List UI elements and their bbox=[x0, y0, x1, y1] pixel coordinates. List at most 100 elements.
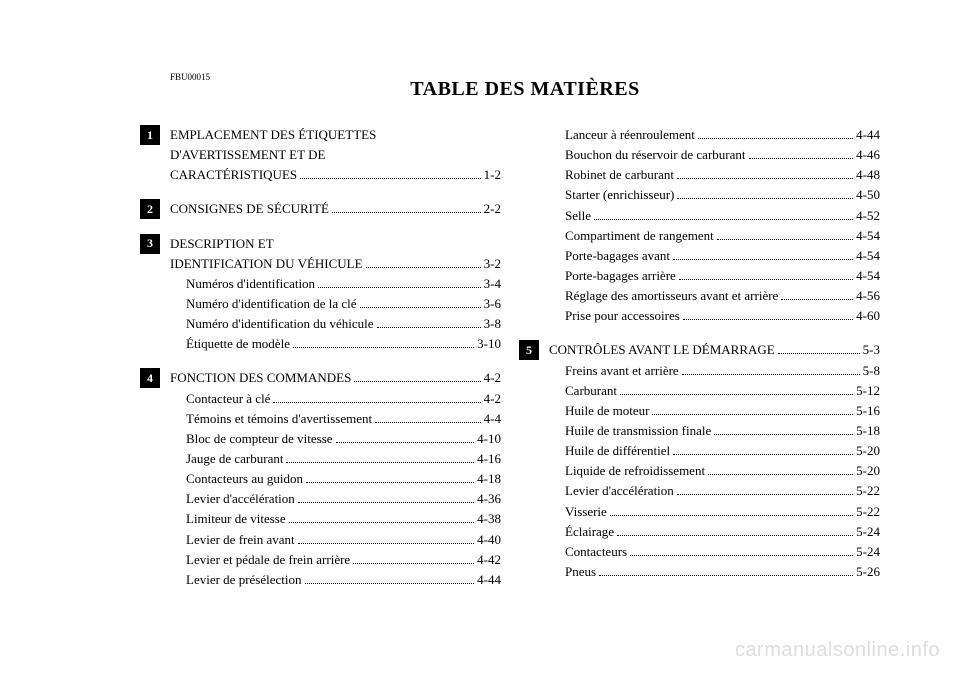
left-column: 1EMPLACEMENT DES ÉTIQUETTESD'AVERTISSEME… bbox=[170, 125, 501, 604]
toc-text: EMPLACEMENT DES ÉTIQUETTES bbox=[170, 125, 376, 145]
toc-dots bbox=[318, 287, 481, 288]
toc-dots bbox=[652, 414, 853, 415]
toc-dots bbox=[289, 522, 475, 523]
toc-page-number: 2-2 bbox=[484, 199, 501, 219]
toc-text: Levier de frein avant bbox=[186, 530, 295, 550]
toc-page-number: 4-38 bbox=[477, 509, 501, 529]
toc-sub-item: Levier de frein avant 4-40 bbox=[170, 530, 501, 550]
toc-sub-item: Numéro d'identification de la clé3-6 bbox=[170, 294, 501, 314]
toc-sub-item: Contacteurs5-24 bbox=[549, 542, 880, 562]
toc-dots bbox=[714, 434, 853, 435]
toc-page-number: 4-44 bbox=[477, 570, 501, 590]
toc-heading-line: D'AVERTISSEMENT ET DE bbox=[170, 145, 501, 165]
toc-dots bbox=[677, 198, 853, 199]
toc-page-number: 4-56 bbox=[856, 286, 880, 306]
toc-text: Levier d'accélération bbox=[565, 481, 674, 501]
toc-page-number: 4-54 bbox=[856, 226, 880, 246]
toc-page-number: 5-22 bbox=[856, 502, 880, 522]
toc-page-number: 4-54 bbox=[856, 266, 880, 286]
toc-sub-item: Bouchon du réservoir de carburant 4-46 bbox=[549, 145, 880, 165]
toc-text: Huile de transmission finale bbox=[565, 421, 711, 441]
toc-text: Limiteur de vitesse bbox=[186, 509, 286, 529]
toc-text: Témoins et témoins d'avertissement bbox=[186, 409, 372, 429]
toc-dots bbox=[377, 327, 481, 328]
toc-sub-item: Bloc de compteur de vitesse4-10 bbox=[170, 429, 501, 449]
toc-page-number: 5-24 bbox=[856, 542, 880, 562]
toc-text: DESCRIPTION ET bbox=[170, 234, 274, 254]
toc-page-number: 5-8 bbox=[863, 361, 880, 381]
toc-page-number: 5-20 bbox=[856, 461, 880, 481]
toc-text: Huile de moteur bbox=[565, 401, 649, 421]
right-column: Lanceur à réenroulement4-44Bouchon du ré… bbox=[549, 125, 880, 604]
toc-page-number: 4-2 bbox=[484, 368, 501, 388]
toc-sub-item: Prise pour accessoires4-60 bbox=[549, 306, 880, 326]
toc-dots bbox=[354, 381, 480, 382]
toc-page-number: 4-4 bbox=[484, 409, 501, 429]
toc-dots bbox=[332, 212, 481, 213]
toc-text: CONSIGNES DE SÉCURITÉ bbox=[170, 199, 329, 219]
toc-text: Starter (enrichisseur) bbox=[565, 185, 674, 205]
toc-dots bbox=[306, 482, 474, 483]
toc-page-number: 4-40 bbox=[477, 530, 501, 550]
toc-dots bbox=[298, 502, 474, 503]
toc-dots bbox=[683, 319, 853, 320]
section-badge: 4 bbox=[140, 368, 160, 388]
toc-dots bbox=[673, 454, 853, 455]
toc-page-number: 4-46 bbox=[856, 145, 880, 165]
toc-dots bbox=[610, 515, 853, 516]
toc-text: Numéro d'identification de la clé bbox=[186, 294, 357, 314]
toc-text: Éclairage bbox=[565, 522, 614, 542]
toc-dots bbox=[353, 563, 474, 564]
toc-text: Bouchon du réservoir de carburant bbox=[565, 145, 746, 165]
toc-sub-item: Huile de transmission finale5-18 bbox=[549, 421, 880, 441]
toc-text: Freins avant et arrière bbox=[565, 361, 679, 381]
toc-text: Robinet de carburant bbox=[565, 165, 674, 185]
toc-text: Contacteurs au guidon bbox=[186, 469, 303, 489]
toc-sub-item: Porte-bagages arrière 4-54 bbox=[549, 266, 880, 286]
toc-dots bbox=[630, 555, 853, 556]
toc-heading-line: IDENTIFICATION DU VÉHICULE3-2 bbox=[170, 254, 501, 274]
toc-text: Porte-bagages arrière bbox=[565, 266, 676, 286]
toc-text: Lanceur à réenroulement bbox=[565, 125, 695, 145]
toc-page-number: 5-12 bbox=[856, 381, 880, 401]
toc-heading-line: CARACTÉRISTIQUES1-2 bbox=[170, 165, 501, 185]
toc-page-number: 4-10 bbox=[477, 429, 501, 449]
toc-sub-item: Visserie5-22 bbox=[549, 502, 880, 522]
toc-text: Selle bbox=[565, 206, 591, 226]
toc-dots bbox=[599, 575, 853, 576]
toc-text: D'AVERTISSEMENT ET DE bbox=[170, 145, 325, 165]
toc-sub-item: Éclairage5-24 bbox=[549, 522, 880, 542]
page: FBU00015 TABLE DES MATIÈRES 1EMPLACEMENT… bbox=[0, 0, 960, 644]
toc-page-number: 3-8 bbox=[484, 314, 501, 334]
toc-section: Lanceur à réenroulement4-44Bouchon du ré… bbox=[549, 125, 880, 326]
toc-sub-item: Lanceur à réenroulement 4-44 bbox=[549, 125, 880, 145]
toc-sub-item: Levier d'accélération5-22 bbox=[549, 481, 880, 501]
toc-page-number: 4-54 bbox=[856, 246, 880, 266]
toc-sub-item: Compartiment de rangement4-54 bbox=[549, 226, 880, 246]
toc-page-number: 5-3 bbox=[863, 340, 880, 360]
toc-dots bbox=[620, 394, 853, 395]
toc-text: Liquide de refroidissement bbox=[565, 461, 705, 481]
toc-text: IDENTIFICATION DU VÉHICULE bbox=[170, 254, 363, 274]
toc-text: Levier d'accélération bbox=[186, 489, 295, 509]
toc-text: CONTRÔLES AVANT LE DÉMARRAGE bbox=[549, 340, 775, 360]
toc-sub-item: Réglage des amortisseurs avant et arrièr… bbox=[549, 286, 880, 306]
toc-section: 3DESCRIPTION ETIDENTIFICATION DU VÉHICUL… bbox=[170, 234, 501, 355]
page-title: TABLE DES MATIÈRES bbox=[170, 78, 880, 101]
toc-page-number: 4-18 bbox=[477, 469, 501, 489]
toc-page-number: 4-2 bbox=[484, 389, 501, 409]
toc-dots bbox=[594, 219, 853, 220]
toc-sub-item: Huile de moteur 5-16 bbox=[549, 401, 880, 421]
toc-text: Levier de présélection bbox=[186, 570, 302, 590]
toc-page-number: 1-2 bbox=[484, 165, 501, 185]
toc-text: Huile de différentiel bbox=[565, 441, 670, 461]
toc-columns: 1EMPLACEMENT DES ÉTIQUETTESD'AVERTISSEME… bbox=[170, 125, 880, 604]
toc-page-number: 4-44 bbox=[856, 125, 880, 145]
toc-page-number: 5-16 bbox=[856, 401, 880, 421]
toc-heading-line: DESCRIPTION ET bbox=[170, 234, 501, 254]
toc-dots bbox=[298, 543, 475, 544]
toc-heading-line: EMPLACEMENT DES ÉTIQUETTES bbox=[170, 125, 501, 145]
toc-page-number: 5-20 bbox=[856, 441, 880, 461]
toc-sub-item: Starter (enrichisseur)4-50 bbox=[549, 185, 880, 205]
toc-dots bbox=[698, 138, 853, 139]
